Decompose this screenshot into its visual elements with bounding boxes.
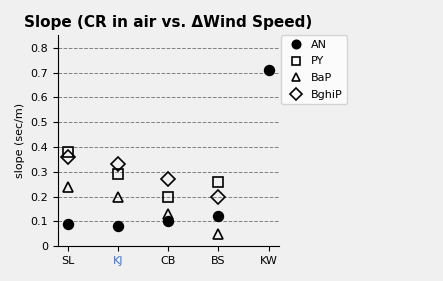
Title: Slope (CR in air vs. ΔWind Speed): Slope (CR in air vs. ΔWind Speed) — [24, 15, 312, 30]
Legend: AN, PY, BaP, BghiP: AN, PY, BaP, BghiP — [281, 35, 347, 104]
Y-axis label: slope (sec/m): slope (sec/m) — [15, 103, 25, 178]
